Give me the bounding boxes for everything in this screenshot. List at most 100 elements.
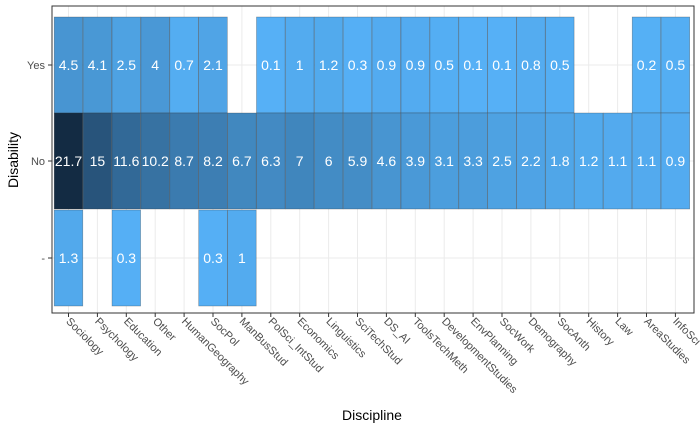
heatmap-cell (371, 112, 402, 210)
heatmap-cell (82, 112, 112, 210)
y-axis-ticks: Yes No - (27, 60, 52, 265)
heatmap-cells (53, 16, 690, 307)
heatmap-cell (169, 16, 199, 114)
x-axis-title: Discipline (342, 407, 402, 423)
cell-value-label: 2.5 (492, 153, 512, 169)
cell-value-label: 0.1 (261, 57, 281, 73)
cell-value-label: 2.1 (203, 57, 223, 73)
cell-value-label: 0.1 (492, 57, 512, 73)
cell-value-label: 1 (296, 57, 304, 73)
heatmap-cell (545, 16, 575, 114)
heatmap-cell (198, 16, 228, 114)
heatmap-cell (256, 112, 286, 210)
cell-value-label: 3.3 (463, 153, 483, 169)
cell-value-label: 4.1 (88, 57, 108, 73)
cell-value-label: 0.1 (463, 57, 483, 73)
cell-value-label: 4 (151, 57, 159, 73)
cell-value-label: 1 (238, 250, 246, 266)
cell-value-label: 8.7 (174, 153, 194, 169)
heatmap-cell (285, 112, 315, 210)
y-tick-label: - (41, 253, 45, 265)
heatmap-cell (342, 16, 373, 114)
cell-value-label: 0.5 (434, 57, 454, 73)
cell-value-label: 21.7 (55, 153, 82, 169)
cell-value-label: 8.2 (203, 153, 223, 169)
heatmap-cell (313, 112, 344, 210)
cell-value-label: 0.3 (203, 250, 223, 266)
cell-value-label: 7 (296, 153, 304, 169)
cell-value-label: 10.2 (142, 153, 169, 169)
cell-value-label: 0.7 (174, 57, 194, 73)
cell-value-label: 1.1 (608, 153, 628, 169)
heatmap-cell (516, 16, 546, 114)
cell-value-label: 6.3 (261, 153, 281, 169)
cell-value-label: 1.8 (550, 153, 570, 169)
heatmap-cell (198, 209, 228, 307)
heatmap-cell (198, 112, 228, 210)
cell-value-label: 3.9 (406, 153, 426, 169)
cell-value-label: 0.2 (637, 57, 657, 73)
heatmap-cell (227, 209, 257, 307)
heatmap-cell (342, 112, 373, 210)
cell-value-label: 0.3 (117, 250, 137, 266)
heatmap-cell (169, 112, 199, 210)
cell-value-label: 2.5 (117, 57, 137, 73)
x-tick-label: Law (612, 316, 635, 339)
heatmap-cell (53, 16, 84, 114)
heatmap-cell (429, 112, 459, 210)
cell-value-label: 0.5 (550, 57, 570, 73)
heatmap-cell (458, 112, 488, 210)
cell-value-label: 1.2 (579, 153, 599, 169)
heatmap-cell (660, 112, 690, 210)
cell-value-label: 15 (90, 153, 106, 169)
cell-value-label: 2.2 (521, 153, 541, 169)
cell-value-label: 3.1 (434, 153, 454, 169)
heatmap-cell (140, 112, 170, 210)
heatmap-cell (400, 16, 430, 114)
cell-value-label: 4.5 (59, 57, 79, 73)
y-tick-label: Yes (27, 60, 45, 72)
cell-value-labels: 4.5 4.1 2.5 4 0.7 2.1 0.1 1 1.2 0.3 0.9 0.9 0.5 0.1 0.… (55, 57, 685, 266)
heatmap-cell (285, 16, 315, 114)
cell-value-label: 1.1 (637, 153, 657, 169)
heatmap-cell (458, 16, 488, 114)
heatmap-cell (111, 209, 141, 307)
cell-value-label: 0.9 (666, 153, 686, 169)
cell-value-label: 0.3 (348, 57, 368, 73)
heatmap-cell (53, 112, 84, 210)
cell-value-label: 4.6 (377, 153, 397, 169)
cell-value-label: 6 (325, 153, 333, 169)
cell-value-label: 6.7 (232, 153, 252, 169)
heatmap-cell (516, 112, 546, 210)
cell-value-label: 1.3 (59, 250, 79, 266)
heatmap-cell (140, 16, 170, 114)
heatmap-cell (487, 16, 517, 114)
heatmap-cell (631, 16, 662, 114)
heatmap-cell (53, 209, 84, 307)
cell-value-label: 0.9 (377, 57, 397, 73)
heatmap-cell (574, 112, 604, 210)
heatmap-cell (602, 112, 633, 210)
heatmap-cell (487, 112, 517, 210)
y-tick-label: No (31, 156, 45, 168)
plot-frame (51, 5, 695, 314)
cell-value-label: 11.6 (113, 153, 139, 169)
cell-value-label: 1.2 (319, 57, 339, 73)
cell-value-label: 0.8 (521, 57, 541, 73)
heatmap-cell (371, 16, 402, 114)
heatmap-cell (313, 16, 344, 114)
heatmap-cell (660, 16, 690, 114)
heatmap-cell (631, 112, 662, 210)
heatmap-cell (400, 112, 430, 210)
cell-value-label: 0.9 (406, 57, 426, 73)
cell-value-label: 5.9 (348, 153, 368, 169)
heatmap-cell (545, 112, 575, 210)
heatmap-cell (111, 112, 141, 210)
heatmap-cell (256, 16, 286, 114)
y-axis-title: Disability (5, 132, 21, 188)
heatmap-cell (227, 112, 257, 210)
cell-value-label: 0.5 (666, 57, 686, 73)
